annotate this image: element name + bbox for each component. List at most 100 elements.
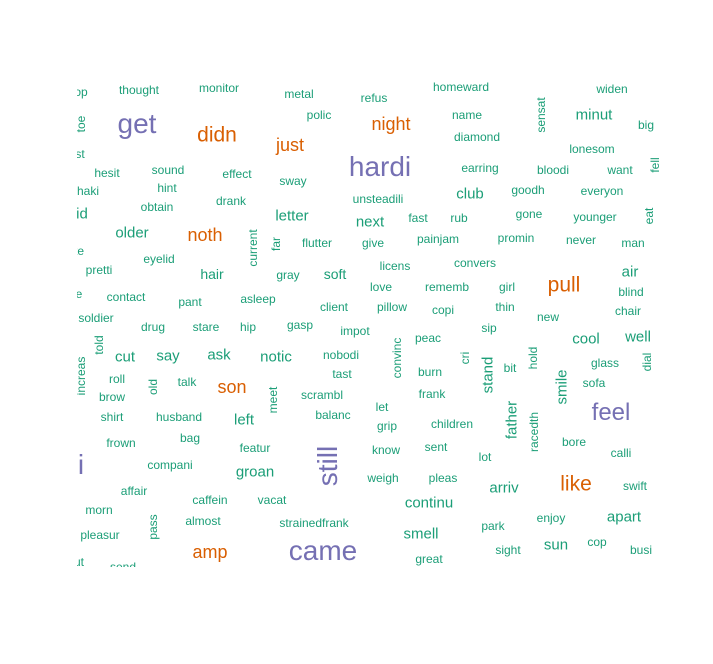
word: didn bbox=[197, 123, 237, 147]
word: fell bbox=[648, 157, 662, 173]
word: featur bbox=[239, 441, 271, 455]
word: racedth bbox=[527, 411, 541, 453]
word: frown bbox=[106, 436, 136, 450]
word: new bbox=[536, 310, 560, 324]
word: refus bbox=[360, 91, 388, 105]
word: unsteadili bbox=[352, 192, 404, 206]
word: burn bbox=[417, 365, 443, 379]
word: stand bbox=[479, 356, 497, 394]
word: affair bbox=[120, 484, 148, 498]
word: just bbox=[275, 135, 305, 155]
word: flutter bbox=[301, 236, 333, 250]
word: metal bbox=[284, 87, 314, 101]
word: bloodi bbox=[536, 163, 570, 177]
word: park bbox=[481, 519, 505, 533]
word: noth bbox=[187, 225, 223, 245]
word: sofa bbox=[582, 376, 606, 390]
word: everyon bbox=[580, 184, 624, 198]
word: drug bbox=[140, 320, 166, 334]
word: children bbox=[430, 417, 474, 431]
word: polic bbox=[306, 108, 332, 122]
word: sent bbox=[424, 440, 448, 454]
word: obtain bbox=[140, 200, 174, 214]
word: hint bbox=[157, 181, 177, 195]
word: promin bbox=[497, 231, 535, 245]
word: gasp bbox=[286, 318, 314, 332]
word: continu bbox=[404, 494, 454, 512]
word: soldier bbox=[78, 311, 114, 325]
word: roll bbox=[108, 372, 126, 386]
word: hip bbox=[239, 320, 257, 334]
word: give bbox=[361, 236, 385, 250]
word: like bbox=[560, 472, 592, 496]
word: eat bbox=[642, 207, 656, 225]
word: goodh bbox=[511, 183, 545, 197]
word: cri bbox=[458, 351, 472, 365]
word: enjoy bbox=[536, 511, 566, 525]
word: big bbox=[637, 118, 655, 132]
word: vacat bbox=[257, 493, 287, 507]
word: man bbox=[621, 236, 645, 250]
word: say bbox=[156, 347, 180, 365]
word: op bbox=[77, 85, 88, 99]
word: younger bbox=[573, 210, 617, 224]
word: cop bbox=[587, 535, 607, 549]
word: lot bbox=[478, 450, 492, 464]
word: still bbox=[312, 445, 343, 487]
word: apart bbox=[606, 508, 642, 526]
word: increas bbox=[77, 356, 88, 396]
word: frank bbox=[418, 387, 446, 401]
word: swift bbox=[623, 479, 647, 493]
word: licens bbox=[379, 259, 411, 273]
word: te bbox=[77, 244, 85, 258]
word: came bbox=[288, 535, 358, 566]
word: convers bbox=[453, 256, 497, 270]
word: current bbox=[246, 229, 260, 267]
word: meet bbox=[266, 386, 280, 414]
word: get bbox=[117, 108, 157, 139]
word: almost bbox=[185, 514, 221, 528]
word: diamond bbox=[453, 130, 501, 144]
word: earring bbox=[461, 161, 499, 175]
word: pleas bbox=[428, 471, 458, 485]
word: sip bbox=[481, 321, 497, 335]
word: never bbox=[565, 233, 597, 247]
word: well bbox=[625, 328, 651, 346]
word: stare bbox=[192, 320, 220, 334]
word: hair bbox=[200, 266, 224, 282]
word: night bbox=[371, 114, 411, 134]
word: st bbox=[77, 147, 85, 161]
word: pull bbox=[547, 273, 581, 297]
word: bag bbox=[179, 431, 201, 445]
word: left bbox=[233, 411, 255, 429]
word: blind bbox=[618, 285, 644, 299]
word: glass bbox=[590, 356, 620, 370]
word: copi bbox=[431, 303, 455, 317]
word: send bbox=[109, 560, 137, 567]
word: soft bbox=[323, 266, 347, 282]
word: drank bbox=[215, 194, 247, 208]
word: hesit bbox=[94, 166, 120, 180]
word: husband bbox=[155, 410, 203, 424]
word: lonesom bbox=[569, 142, 615, 156]
word: arriv bbox=[489, 479, 519, 497]
word: shirt bbox=[100, 410, 124, 424]
word: sight bbox=[495, 543, 521, 557]
word: scrambl bbox=[300, 388, 344, 402]
word: rememb bbox=[424, 280, 470, 294]
word: homeward bbox=[432, 80, 490, 94]
word: hardi bbox=[348, 151, 412, 182]
word: cut bbox=[114, 348, 136, 366]
word: strainedfrank bbox=[279, 516, 349, 530]
word: grip bbox=[376, 419, 398, 433]
word: girl bbox=[498, 280, 516, 294]
word: ut bbox=[77, 555, 85, 567]
word: gray bbox=[276, 268, 300, 282]
word: fast bbox=[408, 211, 428, 225]
word: sway bbox=[279, 174, 307, 188]
word: calli bbox=[610, 446, 632, 460]
word: contact bbox=[106, 290, 146, 304]
word: older bbox=[115, 224, 149, 242]
word: father bbox=[503, 400, 521, 440]
